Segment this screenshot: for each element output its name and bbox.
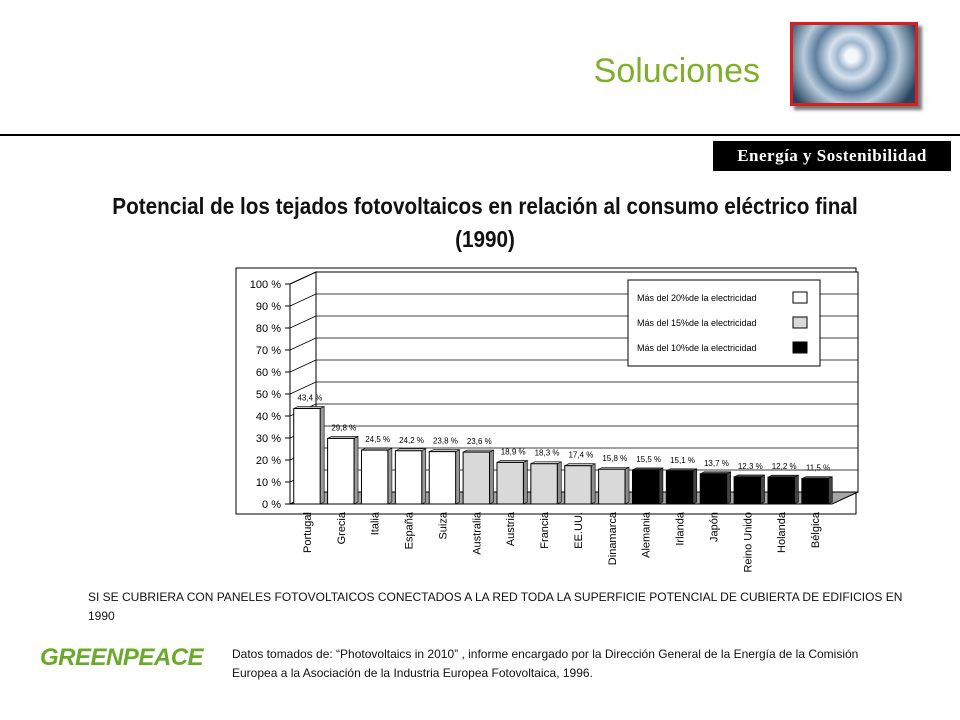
bar	[733, 476, 762, 505]
y-tick-label: 0 %	[262, 499, 281, 511]
bar	[598, 468, 626, 505]
bar-side	[353, 435, 359, 505]
bar-value-label: 18,3 %	[535, 449, 560, 458]
gridline-side	[289, 381, 317, 395]
bar-value-label: 15,1 %	[670, 456, 695, 465]
chart-title: Potencial de los tejados fotovoltaicos e…	[112, 193, 858, 252]
bar-side	[658, 467, 664, 505]
bar-value-label: 17,4 %	[568, 451, 593, 460]
bar	[394, 450, 423, 505]
y-tick-label: 10 %	[256, 477, 281, 489]
category-label: Japón	[708, 512, 720, 542]
bar-value-label: 12,3 %	[738, 462, 763, 471]
category-label: Dinamarca	[607, 511, 619, 565]
bar-value-label: 23,8 %	[433, 437, 458, 446]
bar-side	[590, 463, 596, 505]
bar	[530, 463, 558, 505]
bar-side	[319, 406, 325, 505]
y-tick-label: 80 %	[256, 323, 281, 335]
gridline-side	[289, 359, 317, 373]
category-label: Irlanda	[675, 511, 687, 546]
header-divider	[0, 134, 960, 136]
bar-side	[421, 448, 427, 505]
bar-value-label: 29,8 %	[331, 423, 356, 432]
category-label: Austria	[505, 511, 517, 546]
y-tick-label: 100 %	[250, 279, 281, 291]
category-label: Reino Unido	[742, 512, 754, 573]
bar	[360, 449, 389, 505]
category-label: Suiza	[437, 511, 449, 539]
bar-side	[624, 466, 630, 505]
bar	[462, 451, 491, 505]
bar	[699, 473, 728, 505]
category-label: Portugal	[302, 512, 314, 553]
y-tick-label: 60 %	[256, 367, 281, 379]
bar-value-label: 11,5 %	[806, 464, 830, 473]
bar	[293, 408, 321, 505]
bar-side	[827, 476, 833, 505]
bar-value-label: 24,2 %	[399, 436, 424, 445]
bar-side	[455, 449, 460, 505]
gridline-side	[289, 293, 317, 307]
bar	[631, 469, 660, 505]
bar-value-label: 23,6 %	[467, 437, 492, 446]
bar	[428, 451, 457, 505]
category-label: Alemania	[641, 511, 653, 558]
bar-value-label: 15,8 %	[602, 454, 627, 463]
bar	[767, 476, 795, 505]
legend-label: Más del 20%de la electricidad	[637, 293, 757, 303]
gridline-side	[289, 271, 317, 285]
bar	[564, 465, 592, 505]
category-label: EE.UU.	[573, 512, 585, 549]
bar	[496, 461, 524, 505]
category-label: Italia	[370, 511, 382, 535]
bar-value-label: 12,2 %	[772, 462, 797, 471]
category-label: Grecia	[336, 511, 348, 544]
category-label: Holanda	[776, 511, 788, 553]
bar	[801, 478, 829, 505]
gridline-side	[289, 337, 317, 351]
bar-side	[489, 449, 494, 505]
y-tick-label: 70 %	[256, 345, 281, 357]
source-note: Datos tomados de: “Photovoltaics in 2010…	[232, 647, 859, 680]
y-tick-label: 90 %	[256, 301, 281, 313]
page-title: Soluciones	[593, 52, 760, 90]
legend-label: Más del 15%de la electricidad	[637, 318, 757, 328]
bar-side	[794, 474, 799, 505]
legend-swatch	[792, 341, 808, 354]
chart-caption: SI SE CUBRIERA CON PANELES FOTOVOLTAICOS…	[88, 590, 903, 623]
bar-side	[692, 468, 698, 505]
greenpeace-logo: GREENPEACE	[40, 644, 204, 671]
section-badge: Energía y Sostenibilidad	[713, 141, 951, 171]
bar-value-label: 15,5 %	[636, 455, 661, 464]
bar-value-label: 24,5 %	[365, 435, 390, 444]
category-label: Bélgica	[810, 511, 822, 548]
legend-label: Más del 10%de la electricidad	[637, 343, 757, 353]
bar-side	[387, 447, 393, 505]
gridline-side	[289, 315, 317, 329]
bar-side	[760, 474, 765, 505]
bar-value-label: 43,4 %	[297, 394, 322, 403]
category-label: Francia	[539, 511, 551, 549]
bar	[665, 470, 694, 505]
bar-value-label: 13,7 %	[704, 459, 729, 468]
y-tick-label: 30 %	[256, 433, 281, 445]
y-tick-label: 20 %	[256, 455, 281, 467]
legend-box	[627, 279, 821, 367]
y-tick-label: 50 %	[256, 389, 281, 401]
category-label: España	[404, 511, 416, 549]
y-tick-label: 40 %	[256, 411, 281, 423]
bar	[327, 437, 355, 505]
legend-swatch	[792, 316, 808, 329]
legend-swatch	[792, 291, 808, 304]
bar-side	[523, 459, 528, 505]
bar-side	[726, 471, 731, 505]
hurricane-photo	[790, 22, 918, 106]
bar-side	[556, 461, 562, 505]
category-label: Australia	[471, 511, 483, 555]
bar-value-label: 18,9 %	[501, 447, 526, 456]
